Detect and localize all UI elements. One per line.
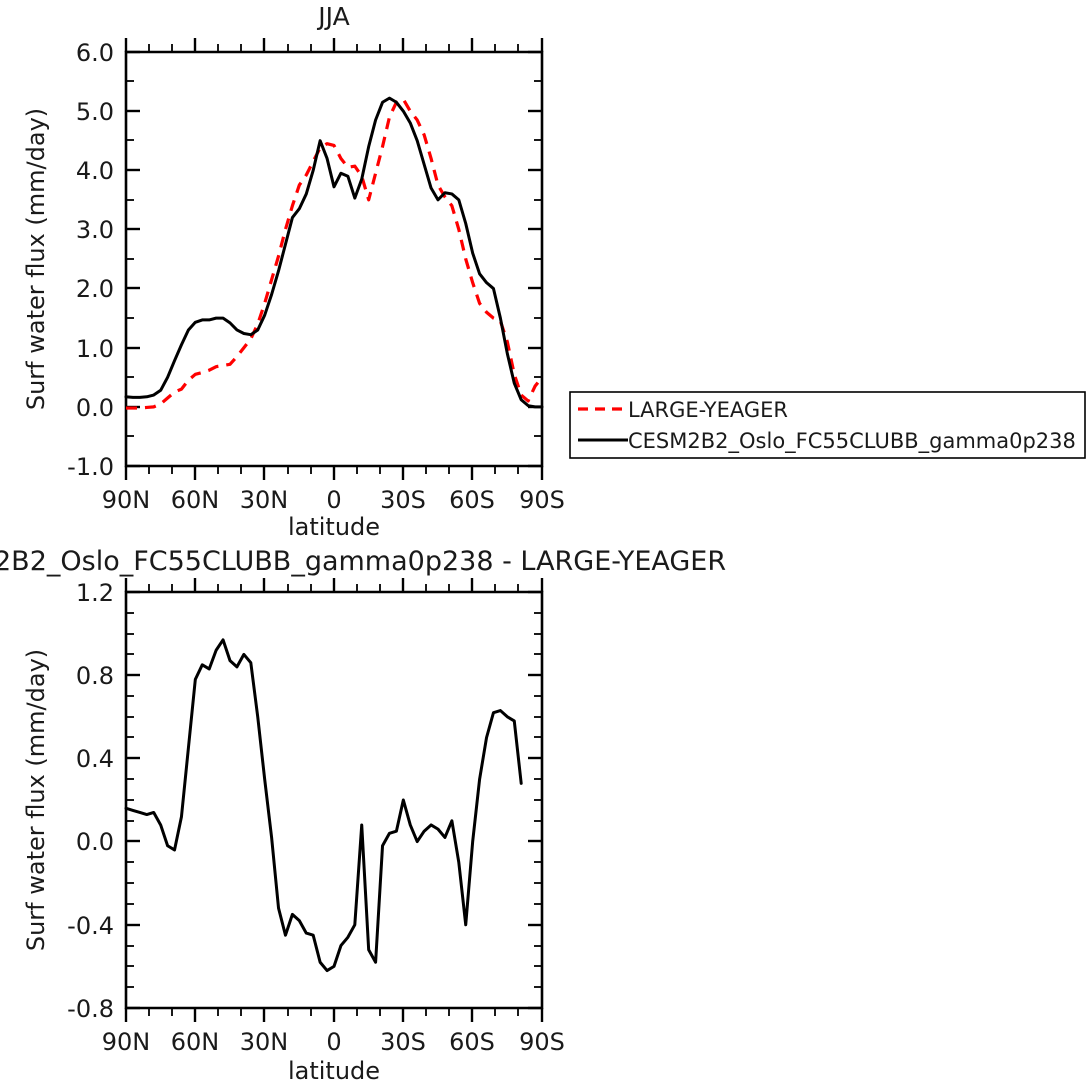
bottom-xtick-label-3: 0: [326, 1028, 341, 1056]
bottom-panel-title: 2B2_Oslo_FC55CLUBB_gamma0p238 - LARGE-YE…: [0, 546, 726, 577]
top-x-major-ticks-top: [126, 38, 542, 52]
top-ytick-label-0: 6.0: [76, 39, 114, 67]
top-ytick-label-2: 4.0: [76, 157, 114, 185]
top-ytick-label-5: 1.0: [76, 335, 114, 363]
top-series-large-yeager: [126, 99, 542, 408]
bottom-plot-frame: [126, 592, 542, 1008]
figure-page: 6.0 5.0 4.0 3.0 2.0 1.0 0.0 -1.0 90N 60N…: [0, 0, 1088, 1088]
top-xtick-label-3: 0: [326, 486, 341, 514]
bottom-ytick-label-4: -0.4: [67, 912, 114, 940]
bottom-x-major-ticks: [126, 1008, 542, 1022]
bottom-ytick-label-3: 0.0: [76, 828, 114, 856]
bottom-xtick-label-5: 60S: [449, 1028, 495, 1056]
legend-label-large-yeager[interactable]: LARGE-YEAGER: [628, 398, 788, 422]
top-xtick-label-2: 30N: [240, 486, 289, 514]
bottom-ytick-label-1: 0.8: [76, 662, 114, 690]
legend-label-cesm[interactable]: CESM2B2_Oslo_FC55CLUBB_gamma0p238: [628, 429, 1076, 454]
legend[interactable]: LARGE-YEAGER CESM2B2_Oslo_FC55CLUBB_gamm…: [570, 392, 1085, 458]
bottom-xaxis-label: latitude: [288, 1057, 380, 1085]
bottom-x-major-ticks-top: [126, 578, 542, 592]
bottom-ytick-label-0: 1.2: [76, 579, 114, 607]
bottom-xtick-label-2: 30N: [240, 1028, 289, 1056]
top-xaxis-label: latitude: [288, 513, 380, 541]
top-xtick-label-0: 90N: [102, 486, 151, 514]
bottom-panel: 1.2 0.8 0.4 0.0 -0.4 -0.8 90N 60N 30N 0 …: [22, 578, 565, 1085]
bottom-yaxis-label: Surf water flux (mm/day): [22, 649, 50, 951]
top-xtick-label-4: 30S: [380, 486, 426, 514]
top-yaxis-label: Surf water flux (mm/day): [22, 108, 50, 410]
top-xtick-label-1: 60N: [171, 486, 220, 514]
top-ytick-label-3: 3.0: [76, 216, 114, 244]
top-ytick-label-6: 0.0: [76, 394, 114, 422]
top-ytick-label-1: 5.0: [76, 98, 114, 126]
top-panel: 6.0 5.0 4.0 3.0 2.0 1.0 0.0 -1.0 90N 60N…: [22, 2, 565, 541]
figure-svg: 6.0 5.0 4.0 3.0 2.0 1.0 0.0 -1.0 90N 60N…: [0, 0, 1088, 1088]
top-ytick-label-4: 2.0: [76, 275, 114, 303]
bottom-xtick-label-1: 60N: [171, 1028, 220, 1056]
top-plot-frame: [126, 52, 542, 466]
top-xtick-label-6: 90S: [519, 486, 565, 514]
bottom-xtick-label-6: 90S: [519, 1028, 565, 1056]
top-xtick-label-5: 60S: [449, 486, 495, 514]
bottom-ytick-label-2: 0.4: [76, 745, 114, 773]
top-x-major-ticks: [126, 466, 542, 480]
bottom-series-difference: [126, 640, 521, 971]
top-panel-title: JJA: [316, 2, 349, 31]
bottom-xtick-label-4: 30S: [380, 1028, 426, 1056]
bottom-xtick-label-0: 90N: [102, 1028, 151, 1056]
bottom-ytick-label-5: -0.8: [67, 995, 114, 1023]
top-ytick-label-7: -1.0: [67, 453, 114, 481]
